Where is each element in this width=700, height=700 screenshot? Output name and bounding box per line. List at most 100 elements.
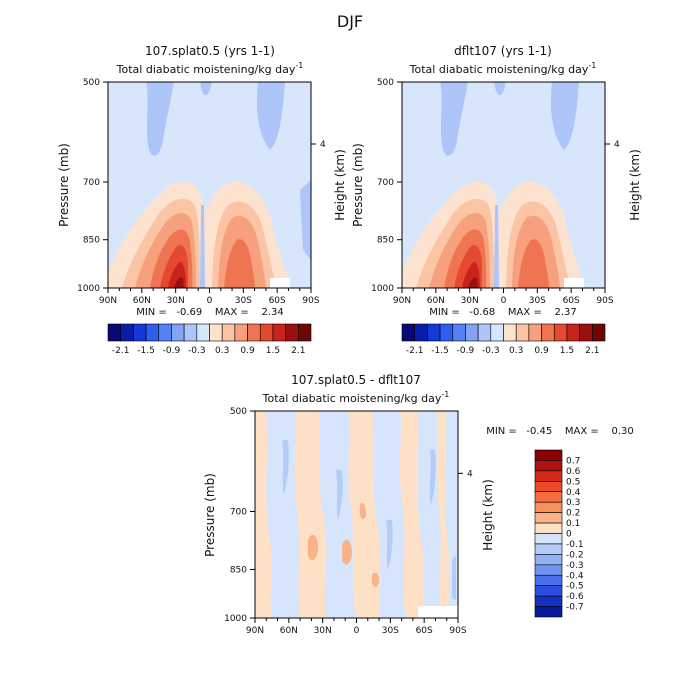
x-tick-label: 30N xyxy=(314,626,332,636)
negative-region xyxy=(440,82,579,156)
colorbar-swatch xyxy=(534,449,563,461)
colorbar-swatch xyxy=(196,323,210,342)
y-axis-label: Pressure (mb) xyxy=(203,473,217,557)
colorbar-swatch xyxy=(234,323,248,342)
negative-region xyxy=(146,82,311,260)
colorbar-label: 0.6 xyxy=(566,467,581,477)
colorbar-label: 0.3 xyxy=(215,346,229,356)
right-axis: 4 xyxy=(605,140,620,150)
y-axis: 500 700 850 1000 xyxy=(77,78,108,294)
figure-title: DJF xyxy=(337,12,363,31)
colorbar-swatch xyxy=(452,323,466,342)
colorbar-swatch xyxy=(534,574,563,586)
colorbar-label: -2.1 xyxy=(112,346,130,356)
x-tick-label: 90N xyxy=(246,626,264,636)
colorbar-swatch xyxy=(209,323,223,342)
colorbar-swatch xyxy=(534,595,563,607)
secondary-negative xyxy=(282,440,456,600)
colorbar-label: -0.5 xyxy=(566,582,584,592)
colorbar-swatch xyxy=(439,323,454,342)
x-tick-label: 60S xyxy=(269,296,286,306)
colorbar-swatch xyxy=(541,323,555,342)
colorbar-label: 0.9 xyxy=(240,346,255,356)
colorbar-swatch xyxy=(133,323,147,342)
panel-model: 107.splat0.5 (yrs 1-1) Total diabatic mo… xyxy=(57,44,347,356)
colorbar-label: -0.3 xyxy=(566,561,584,571)
x-tick-label: 30N xyxy=(167,296,185,306)
y-tick-label: 850 xyxy=(230,565,247,575)
y-tick-label: 1000 xyxy=(77,284,100,294)
y-tick-label: 850 xyxy=(377,236,394,246)
y-tick-label: 850 xyxy=(83,236,100,246)
colorbar: -2.1 -1.5 -0.9 -0.3 0.3 0.9 1.5 2.1 xyxy=(401,323,606,356)
x-tick-label: 90S xyxy=(302,296,319,306)
right-axis-label: Height (km) xyxy=(481,479,495,550)
colorbar-swatch xyxy=(183,323,198,342)
x-tick-label: 60N xyxy=(133,296,151,306)
contour-field xyxy=(108,82,311,288)
colorbar-swatch xyxy=(579,323,593,342)
colorbar-label: -0.3 xyxy=(482,346,500,356)
min-max-stats: MIN = -0.69 MAX = 2.34 xyxy=(136,307,284,318)
colorbar-label: -1.5 xyxy=(431,346,449,356)
colorbar-swatch xyxy=(247,323,261,342)
colorbar-swatch xyxy=(592,323,606,342)
panel-control: dflt107 (yrs 1-1) Total diabatic moisten… xyxy=(351,44,642,356)
colorbar-swatch xyxy=(534,522,563,534)
panel-subtitle: Total diabatic moistening/kg day-1 xyxy=(262,390,450,405)
colorbar-swatch xyxy=(107,323,121,342)
colorbar-label: -0.3 xyxy=(188,346,206,356)
colorbar-swatch xyxy=(272,323,286,342)
x-tick-label: 90N xyxy=(393,296,411,306)
y-tick-label: 500 xyxy=(230,407,247,417)
colorbar-swatch xyxy=(259,323,274,342)
colorbar-swatch xyxy=(401,323,415,342)
warm-region xyxy=(402,181,584,288)
x-tick-label: 0 xyxy=(501,296,507,306)
panel-title: 107.splat0.5 (yrs 1-1) xyxy=(145,44,275,58)
colorbar-label: -0.6 xyxy=(566,592,584,602)
colorbar-swatch xyxy=(534,564,563,576)
panel-subtitle: Total diabatic moistening/kg day-1 xyxy=(409,61,597,76)
right-axis-label: Height (km) xyxy=(628,149,642,220)
x-tick-label: 30S xyxy=(382,626,399,636)
y-axis-label: Pressure (mb) xyxy=(57,143,71,227)
y-tick-label: 1000 xyxy=(371,284,394,294)
positive-region xyxy=(308,503,380,588)
colorbar-swatch xyxy=(553,323,568,342)
colorbar: -2.1 -1.5 -0.9 -0.3 0.3 0.9 1.5 2.1 xyxy=(107,323,312,356)
colorbar-swatch xyxy=(221,323,236,342)
colorbar-swatch xyxy=(515,323,530,342)
colorbar-swatch xyxy=(171,323,185,342)
y-axis: 500 700 850 1000 xyxy=(371,78,402,294)
colorbar-swatch xyxy=(120,323,134,342)
colorbar-swatch xyxy=(534,606,563,618)
colorbar-label: 0.3 xyxy=(566,498,580,508)
colorbar-swatch xyxy=(534,543,563,555)
colorbar-swatch xyxy=(477,323,492,342)
x-tick-label: 30N xyxy=(461,296,479,306)
min-max-stats: MIN = -0.68 MAX = 2.37 xyxy=(429,307,577,318)
panel-title: dflt107 (yrs 1-1) xyxy=(454,44,552,58)
warm-region xyxy=(108,181,290,288)
x-tick-label: 90S xyxy=(449,626,466,636)
right-axis-label: Height (km) xyxy=(333,149,347,220)
colorbar-label: -2.1 xyxy=(406,346,424,356)
x-tick-label: 60N xyxy=(427,296,445,306)
colorbar-label: -0.4 xyxy=(566,571,584,581)
x-axis: 90N 60N 30N 0 30S 60S 90S xyxy=(99,288,320,306)
colorbar-swatch xyxy=(528,323,542,342)
panel-difference: 107.splat0.5 - dflt107 Total diabatic mo… xyxy=(203,373,634,636)
x-tick-label: 90S xyxy=(596,296,613,306)
colorbar-swatch xyxy=(534,501,563,513)
colorbar: 0.70.60.50.40.30.20.10-0.1-0.2-0.3-0.4-0… xyxy=(534,449,584,618)
x-tick-label: 90N xyxy=(99,296,117,306)
colorbar-swatch xyxy=(145,323,160,342)
colorbar-swatch xyxy=(465,323,479,342)
x-tick-label: 60N xyxy=(280,626,298,636)
colorbar-label: 1.5 xyxy=(266,346,280,356)
contour-field xyxy=(402,82,584,288)
colorbar-label: 1.5 xyxy=(560,346,574,356)
panel-title: 107.splat0.5 - dflt107 xyxy=(291,373,421,387)
colorbar-swatch xyxy=(534,554,563,566)
